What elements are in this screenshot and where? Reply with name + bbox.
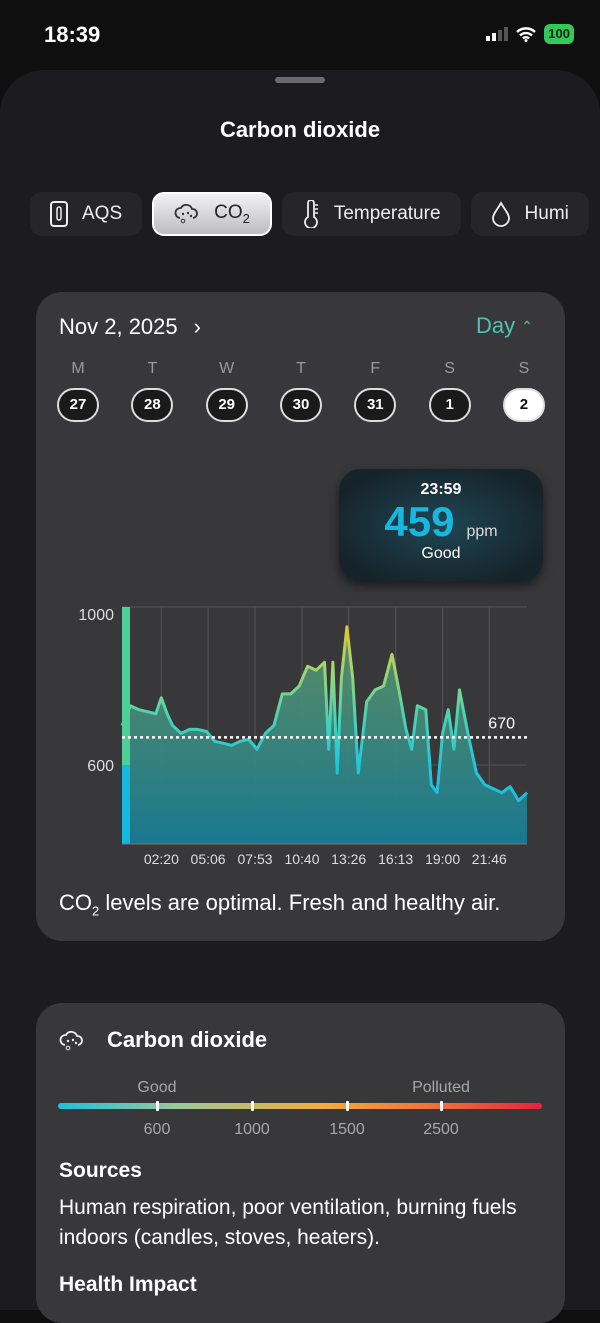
x-tick-label: 07:53 — [238, 851, 273, 867]
weekday-letter: W — [219, 360, 235, 377]
tab-label: Temperature — [333, 203, 441, 224]
average-label: 670 — [488, 715, 515, 732]
weekday-2[interactable]: W 29 — [205, 360, 249, 422]
chevron-right-icon: › — [193, 314, 201, 339]
tooltip-status: Good — [421, 545, 461, 562]
weekday-letter: T — [296, 360, 306, 377]
weekday-3[interactable]: T 30 — [279, 360, 323, 422]
metric-tabs: AQS CO2 Temperature Humi — [30, 192, 589, 236]
tab-humidity[interactable]: Humi — [470, 192, 589, 236]
scale-tick — [440, 1101, 443, 1111]
info-title: Carbon dioxide — [107, 1027, 268, 1052]
weekday-letter: M — [71, 360, 85, 377]
tab-temperature[interactable]: Temperature — [281, 192, 461, 236]
weekday-1[interactable]: T 28 — [130, 360, 174, 422]
day-button[interactable]: 1 — [428, 388, 471, 422]
good-range-bar — [122, 607, 130, 765]
day-button[interactable]: 27 — [57, 388, 99, 422]
co2-chart: 02:20 05:06 07:53 10:40 13:26 16:13 19:00 21:46… — [78, 606, 529, 867]
x-tick-label: 05:06 — [191, 851, 226, 867]
air-quality-message: CO2 levels are optimal. Fresh and health… — [59, 890, 501, 919]
week-strip: M 27 T 28 W 29 T 30 F 31 S 1 S 2 — [56, 360, 546, 422]
date-label: Nov 2, 2025 — [59, 314, 178, 339]
sheet-grabber[interactable] — [275, 77, 325, 83]
y-tick-label: 1000 — [78, 607, 114, 624]
tooltip-time: 23:59 — [420, 481, 462, 498]
tab-label: Humi — [524, 203, 569, 224]
thermometer-icon — [303, 200, 318, 228]
range-selector[interactable]: Day ⌃ — [476, 313, 533, 339]
day-button[interactable]: 31 — [354, 388, 397, 422]
scale-tick — [156, 1101, 159, 1111]
sources-heading: Sources — [59, 1159, 142, 1182]
tab-co2[interactable]: CO2 — [152, 192, 272, 236]
wifi-icon — [516, 26, 537, 42]
weekday-letter: T — [147, 360, 158, 377]
data-line — [120, 625, 529, 803]
day-button[interactable]: 30 — [279, 388, 322, 422]
x-tick-label: 10:40 — [284, 851, 319, 867]
weekday-letter: S — [444, 360, 455, 377]
signal-icon — [486, 27, 509, 41]
status-time: 18:39 — [44, 22, 101, 47]
page-title: Carbon dioxide — [219, 117, 381, 142]
tooltip-value: 459 — [384, 498, 455, 545]
weekday-4[interactable]: F 31 — [353, 360, 397, 422]
weekday-0[interactable]: M 27 — [56, 360, 100, 422]
x-tick-label: 19:00 — [425, 851, 460, 867]
battery-indicator: 100 — [544, 24, 574, 44]
x-tick-label: 16:13 — [378, 851, 413, 867]
scale-tick — [346, 1101, 349, 1111]
sources-text: Human respiration, poor ventilation, bur… — [59, 1196, 517, 1249]
scale-value: 600 — [143, 1121, 171, 1138]
x-tick-label: 02:20 — [144, 851, 179, 867]
tab-aqs[interactable]: AQS — [30, 192, 143, 236]
range-label: Day — [476, 313, 516, 338]
area-fill — [122, 626, 527, 844]
day-button[interactable]: 28 — [131, 388, 174, 422]
droplet-icon — [491, 201, 510, 227]
scale-value: 1500 — [329, 1121, 365, 1138]
co2-cloud-icon — [174, 203, 199, 224]
day-button[interactable]: 29 — [205, 388, 248, 422]
status-icons: 100 — [486, 24, 574, 44]
tab-label: AQS — [82, 203, 123, 224]
co2-cloud-icon — [59, 1030, 83, 1051]
tooltip-unit: ppm — [466, 523, 498, 540]
phone-sensor-icon — [50, 201, 68, 227]
weekday-letter: F — [370, 360, 381, 377]
scale-polluted-label: Polluted — [412, 1079, 470, 1096]
date-selector[interactable]: Nov 2, 2025 › — [59, 314, 201, 340]
co2-scale-bar — [58, 1103, 542, 1109]
info-card — [36, 1003, 565, 1323]
weekday-letter: S — [518, 360, 530, 377]
day-button[interactable]: 2 — [502, 388, 545, 422]
chevron-updown-icon: ⌃ — [521, 317, 533, 334]
x-tick-label: 21:46 — [472, 851, 507, 867]
y-tick-label: 600 — [87, 758, 114, 775]
scale-value: 1000 — [234, 1121, 270, 1138]
scale-tick — [251, 1101, 254, 1111]
x-tick-label: 13:26 — [331, 851, 366, 867]
value-tooltip: 23:59 459 ppm Good — [339, 469, 543, 582]
scale-good-label: Good — [137, 1079, 177, 1096]
health-impact-heading: Health Impact — [59, 1273, 197, 1296]
tab-label: CO2 — [214, 202, 250, 226]
optimal-range-bar — [122, 765, 130, 844]
scale-value: 2500 — [423, 1121, 459, 1138]
